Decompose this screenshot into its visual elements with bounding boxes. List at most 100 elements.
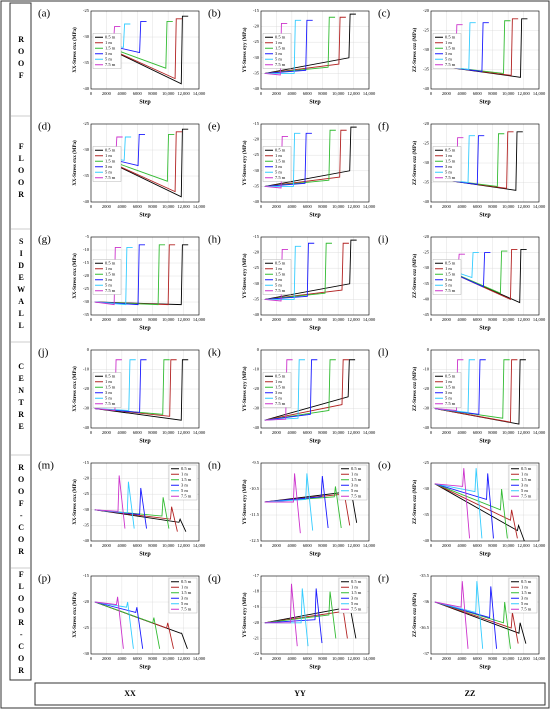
panel-label: (j): [38, 347, 49, 359]
x-tick-label: 4000: [457, 430, 467, 435]
panel: (h) 0 2000 4000 6000 8000 10,000 12,000 14,000 -1…: [208, 234, 376, 332]
x-tick-label: 14,000: [363, 430, 376, 436]
panel: (d) 0 2000 4000 6000 8000 10,000 12,000 14,000 -2…: [38, 121, 206, 219]
x-tick-label: 2000: [272, 317, 282, 322]
x-tick-label: 4000: [287, 656, 297, 661]
panel-label: (l): [378, 347, 389, 359]
y-tick-label: -35: [83, 312, 90, 317]
x-axis-label: Step: [479, 664, 491, 670]
x-tick-label: 6000: [473, 430, 483, 435]
legend-label: 0.5 m: [275, 147, 286, 152]
y-tick-label: -40: [423, 425, 430, 430]
legend-label: 1.5 m: [275, 271, 286, 276]
series-line: [94, 244, 166, 306]
x-tick-label: 4000: [457, 656, 467, 661]
series-line: [434, 468, 471, 539]
x-tick-label: 8000: [488, 317, 498, 322]
series-line: [434, 483, 508, 539]
y-axis-label: YY-Stress σyy (MPa): [243, 592, 248, 637]
x-tick-label: 2000: [102, 430, 112, 435]
y-tick-label: -30: [423, 47, 430, 52]
x-tick-label: 14,000: [363, 656, 376, 662]
y-tick-label: -12.5: [250, 538, 260, 543]
x-tick-label: 14,000: [363, 543, 376, 549]
legend-label: 0.5 m: [445, 34, 456, 39]
x-tick-label: 6000: [303, 91, 313, 96]
x-tick-label: 2000: [442, 656, 452, 661]
y-tick-label: -25: [423, 28, 430, 33]
x-tick-label: 0: [260, 543, 263, 548]
legend-label: 7.5 m: [445, 288, 456, 293]
y-axis-label: XX-Stress σxx (MPa): [73, 366, 78, 412]
legend-label: 1 m: [105, 40, 112, 45]
x-tick-label: 14,000: [533, 204, 546, 210]
series-line: [264, 129, 336, 187]
legend-box: [168, 577, 198, 614]
legend-label: 1.5 m: [105, 271, 116, 276]
legend-label: 1 m: [445, 266, 452, 271]
legend-label: 5 m: [181, 488, 188, 493]
legend-label: 1 m: [445, 153, 452, 158]
x-tick-label: 0: [260, 656, 263, 661]
y-tick-label: -20: [83, 273, 90, 278]
legend-label: 3 m: [181, 482, 188, 487]
legend-box: [432, 146, 462, 182]
x-axis-label: Step: [309, 99, 321, 105]
y-tick-label: -40: [83, 538, 90, 543]
legend-label: 7.5 m: [445, 175, 456, 180]
series-line: [94, 18, 183, 80]
x-tick-label: 12,000: [517, 430, 530, 436]
legend-label: 7.5 m: [105, 175, 116, 180]
x-tick-label: 6000: [133, 543, 143, 548]
y-tick-label: -20: [253, 250, 260, 255]
legend-box: [262, 259, 292, 295]
panel-label: (m): [38, 460, 54, 472]
panel: (l)0 2000 4000 6000 8000 10,000 12,000 14,0000-…: [378, 347, 546, 445]
legend-label: 1 m: [105, 379, 112, 384]
y-axis-label: ZZ-Stress σzz (MPa): [413, 480, 418, 525]
legend-label: 5 m: [351, 601, 358, 606]
x-tick-label: 8000: [318, 204, 328, 209]
y-tick-label: -30: [83, 299, 90, 304]
legend-box: [338, 577, 368, 614]
x-axis-label: Step: [479, 551, 491, 557]
y-tick-label: -20: [423, 234, 430, 239]
series-line: [434, 601, 519, 644]
legend-label: 7.5 m: [445, 62, 456, 67]
legend-label: 1 m: [445, 379, 452, 384]
legend-label: 1.5 m: [521, 590, 532, 595]
x-tick-label: 4000: [457, 317, 467, 322]
legend-label: 5 m: [181, 601, 188, 606]
x-tick-label: 12,000: [347, 317, 360, 323]
y-tick-label: -20: [83, 386, 90, 391]
plot-frame: [260, 236, 370, 316]
legend-label: 0.5 m: [521, 466, 532, 471]
x-tick-label: 10,000: [332, 543, 345, 549]
legend-label: 1 m: [105, 266, 112, 271]
legend-label: 1.5 m: [105, 45, 116, 50]
x-tick-label: 14,000: [533, 656, 546, 662]
y-tick-label: -30: [253, 281, 260, 286]
legend-label: 5 m: [351, 488, 358, 493]
y-tick-label: -30: [83, 507, 90, 512]
y-axis-label: YY-Stress σyy (MPa): [243, 253, 248, 298]
x-tick-label: 0: [90, 91, 93, 96]
y-tick-label: -35: [83, 522, 90, 527]
x-axis-label: Step: [309, 664, 321, 670]
x-axis-label: Step: [139, 664, 151, 670]
row-label: SIDEWALL: [17, 237, 26, 333]
x-axis-label: Step: [139, 551, 151, 557]
x-tick-label: 14,000: [533, 91, 546, 97]
x-tick-label: 6000: [303, 543, 313, 548]
x-tick-label: 14,000: [193, 204, 206, 210]
x-tick-label: 6000: [133, 430, 143, 435]
legend-label: 5 m: [275, 169, 282, 174]
y-tick-label: -15: [83, 460, 90, 465]
column-label: YY: [294, 689, 306, 698]
x-tick-label: 2000: [272, 656, 282, 661]
legend-box: [432, 33, 462, 69]
x-tick-label: 8000: [318, 656, 328, 661]
x-tick-label: 0: [90, 430, 93, 435]
x-tick-label: 12,000: [347, 656, 360, 662]
